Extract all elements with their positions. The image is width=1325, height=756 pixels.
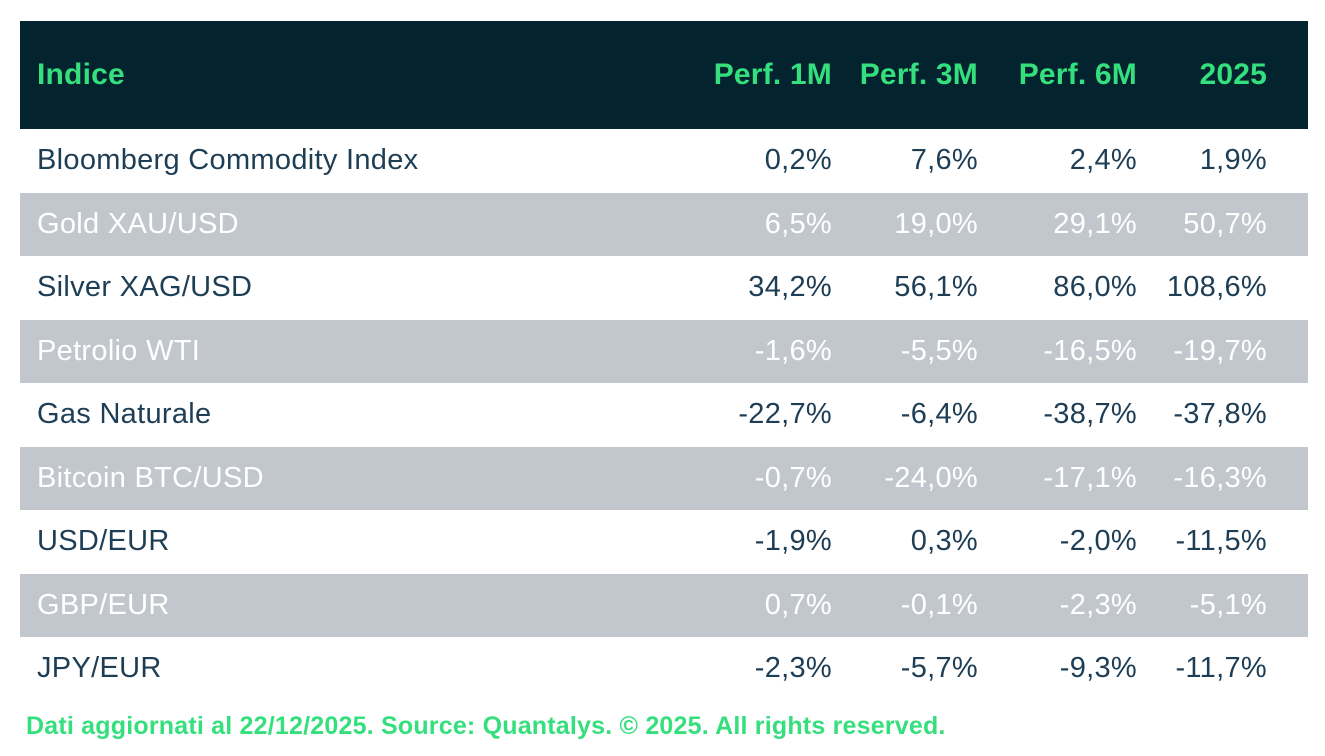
table-row: Silver XAG/USD 34,2% 56,1% 86,0% 108,6% [20,256,1308,320]
row-value: 29,1% [1053,207,1137,240]
row-value: 1,9% [1199,144,1267,177]
column-header-2025: 2025 [1199,58,1267,91]
performance-table: Indice Perf. 1M Perf. 3M Perf. 6M 2025 B… [20,21,1308,701]
data-source-footnote: Dati aggiornati al 22/12/2025. Source: Q… [26,711,946,740]
table-row: Petrolio WTI -1,6% -5,5% -16,5% -19,7% [20,319,1308,383]
row-value: 2,4% [1069,144,1137,177]
column-header-indice: Indice [37,58,125,91]
row-value: 56,1% [894,271,978,304]
row-value: -5,5% [900,334,978,367]
row-value: -16,3% [1173,461,1267,494]
row-value: 6,5% [764,207,832,240]
table-row: GBP/EUR 0,7% -0,1% -2,3% -5,1% [20,573,1308,637]
performance-table-container: Indice Perf. 1M Perf. 3M Perf. 6M 2025 B… [20,21,1308,741]
header-row: Indice Perf. 1M Perf. 3M Perf. 6M 2025 [20,21,1308,129]
table-row: Gas Naturale -22,7% -6,4% -38,7% -37,8% [20,383,1308,447]
row-value: 86,0% [1053,271,1137,304]
row-value: -1,6% [754,334,832,367]
table-row: Bloomberg Commodity Index 0,2% 7,6% 2,4% 1,9… [20,129,1308,193]
row-value: -11,7% [1175,652,1267,685]
row-value: -2,3% [1059,588,1137,621]
row-value: -5,1% [1189,588,1267,621]
row-value: 50,7% [1183,207,1267,240]
row-label: USD/EUR [37,525,170,558]
row-value: 108,6% [1166,271,1267,304]
row-value: -11,5% [1175,525,1267,558]
row-value: -16,5% [1043,334,1137,367]
row-label: JPY/EUR [37,652,162,685]
column-header-perf-3m: Perf. 3M [859,58,978,91]
row-value: 0,3% [910,525,978,558]
row-value: 0,2% [764,144,832,177]
row-label: Bloomberg Commodity Index [37,144,419,177]
row-value: -17,1% [1043,461,1137,494]
row-value: 0,7% [764,588,832,621]
table-row: USD/EUR -1,9% 0,3% -2,0% -11,5% [20,510,1308,574]
row-value: 34,2% [748,271,832,304]
row-value: -37,8% [1173,398,1267,431]
table-row: Gold XAU/USD 6,5% 19,0% 29,1% 50,7% [20,192,1308,256]
row-value: -2,3% [754,652,832,685]
row-value: 7,6% [910,144,978,177]
table-row: Bitcoin BTC/USD -0,7% -24,0% -17,1% -16,3% [20,446,1308,510]
row-value: 19,0% [894,207,978,240]
row-value: -0,7% [754,461,832,494]
table-header: Indice Perf. 1M Perf. 3M Perf. 6M 2025 [20,21,1308,129]
row-label: GBP/EUR [37,588,170,621]
row-value: -24,0% [884,461,978,494]
column-header-perf-1m: Perf. 1M [713,58,832,91]
row-label: Silver XAG/USD [37,271,253,304]
table-row: JPY/EUR -2,3% -5,7% -9,3% -11,7% [20,637,1308,701]
column-header-perf-6m: Perf. 6M [1018,58,1137,91]
row-label: Petrolio WTI [37,334,201,367]
row-value: -0,1% [900,588,978,621]
row-value: -6,4% [900,398,978,431]
row-value: -9,3% [1059,652,1137,685]
row-value: -22,7% [738,398,832,431]
row-value: -1,9% [754,525,832,558]
row-value: -5,7% [900,652,978,685]
row-value: -19,7% [1173,334,1267,367]
row-label: Gas Naturale [37,398,212,431]
row-label: Gold XAU/USD [37,207,239,240]
row-value: -2,0% [1059,525,1137,558]
table-body: Bloomberg Commodity Index 0,2% 7,6% 2,4% 1,9… [20,129,1308,701]
row-value: -38,7% [1043,398,1137,431]
row-label: Bitcoin BTC/USD [37,461,264,494]
